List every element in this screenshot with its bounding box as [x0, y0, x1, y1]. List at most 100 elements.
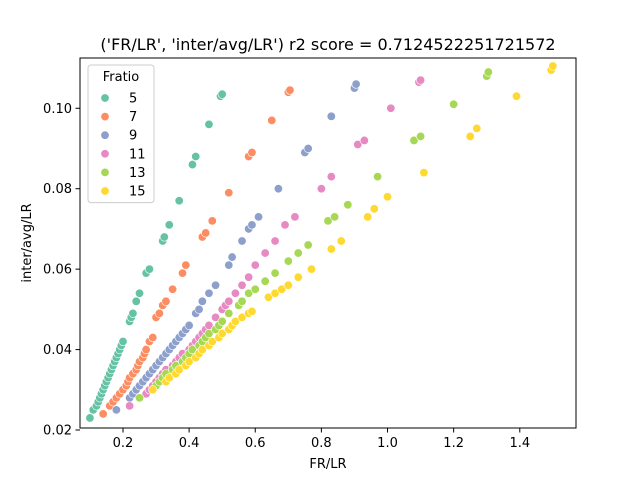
data-point-fratio-15-22 — [277, 284, 287, 294]
data-point-fratio-15-27 — [336, 236, 346, 246]
data-point-fratio-5-22 — [131, 296, 141, 306]
plot-frame — [79, 57, 577, 429]
data-point-fratio-13-36 — [483, 67, 493, 77]
legend-label-9: 9 — [129, 129, 137, 144]
x-axis: 0.2 0.4 0.6 0.8 1.0 1.2 1.4 — [113, 428, 530, 451]
data-point-fratio-11-27 — [260, 248, 270, 258]
data-point-fratio-9-33 — [303, 143, 313, 153]
y-tick-label: 0.06 — [43, 263, 72, 278]
data-point-fratio-11-24 — [237, 280, 247, 290]
data-point-fratio-9-21 — [194, 304, 204, 314]
data-point-fratio-5-34 — [217, 89, 227, 99]
x-tick-label: 1.0 — [377, 436, 398, 451]
chart-title: ('FR/LR', 'inter/avg/LR') r2 score = 0.7… — [100, 35, 555, 54]
legend-marker-5 — [100, 93, 110, 103]
data-point-fratio-15-20 — [263, 292, 273, 302]
legend: Fratio 5 7 9 11 13 15 — [87, 64, 155, 204]
data-point-fratio-13-32 — [409, 135, 419, 145]
legend-marker-11 — [100, 149, 110, 159]
data-point-fratio-7-26 — [201, 228, 211, 238]
data-point-fratio-5-28 — [164, 220, 174, 230]
data-point-fratio-13-29 — [330, 212, 340, 222]
data-point-fratio-15-0 — [148, 385, 158, 395]
data-point-fratio-15-23 — [283, 280, 293, 290]
data-point-fratio-11-23 — [230, 288, 240, 298]
data-point-fratio-11-31 — [316, 184, 326, 194]
x-tick-label: 0.2 — [113, 436, 134, 451]
data-point-fratio-15-16 — [230, 316, 240, 326]
data-point-fratio-13-25 — [283, 256, 293, 266]
data-point-fratio-15-30 — [383, 192, 393, 202]
legend-label-13: 13 — [129, 166, 146, 181]
data-point-fratio-15-31 — [419, 168, 429, 178]
data-point-fratio-11-37 — [416, 75, 426, 85]
data-point-fratio-13-10 — [187, 345, 197, 355]
data-point-fratio-5-29 — [174, 196, 184, 206]
data-point-fratio-11-25 — [244, 272, 254, 282]
legend-title: Fratio — [103, 70, 140, 85]
y-tick-label: 0.02 — [43, 424, 72, 439]
data-point-fratio-13-18 — [224, 308, 234, 318]
legend-label-5: 5 — [129, 92, 137, 107]
data-point-fratio-9-23 — [204, 288, 214, 298]
data-point-fratio-7-24 — [181, 260, 191, 270]
legend-label-7: 7 — [129, 110, 137, 125]
data-point-fratio-15-2 — [164, 373, 174, 383]
legend-box — [87, 64, 155, 204]
data-point-fratio-5-30 — [187, 160, 197, 170]
data-point-fratio-13-21 — [244, 288, 254, 298]
data-point-fratio-9-24 — [211, 280, 221, 290]
data-point-fratio-7-17 — [148, 333, 158, 343]
data-point-fratio-15-19 — [247, 306, 257, 316]
data-point-fratio-9-29 — [247, 220, 257, 230]
data-point-fratio-9-19 — [184, 320, 194, 330]
data-point-fratio-7-30 — [247, 148, 257, 158]
data-point-fratio-9-31 — [273, 184, 283, 194]
data-point-fratio-15-34 — [511, 91, 521, 101]
data-point-fratio-13-22 — [250, 284, 260, 294]
data-point-fratio-13-23 — [260, 276, 270, 286]
data-point-fratio-9-25 — [224, 260, 234, 270]
data-point-fratio-13-30 — [343, 200, 353, 210]
data-point-fratio-11-30 — [290, 212, 300, 222]
data-point-fratio-11-19 — [211, 312, 221, 322]
data-point-fratio-7-22 — [168, 284, 178, 294]
data-point-fratio-7-23 — [178, 268, 188, 278]
data-point-fratio-9-0 — [111, 405, 121, 415]
data-point-fratio-5-27 — [159, 232, 169, 242]
data-point-fratio-11-29 — [280, 220, 290, 230]
data-point-fratio-9-26 — [227, 252, 237, 262]
data-point-fratio-13-27 — [303, 240, 313, 250]
data-point-fratio-11-22 — [224, 296, 234, 306]
x-tick-label: 0.4 — [179, 436, 200, 451]
y-tick-label: 0.04 — [43, 343, 72, 358]
data-point-fratio-15-25 — [306, 264, 316, 274]
data-point-fratio-7-19 — [154, 308, 164, 318]
x-axis-label: FR/LR — [309, 457, 346, 472]
data-point-fratio-13-26 — [293, 248, 303, 258]
data-point-fratio-15-33 — [472, 123, 482, 133]
data-point-fratio-15-9 — [197, 345, 207, 355]
data-point-fratio-7-0 — [98, 409, 108, 419]
legend-marker-9 — [100, 130, 110, 140]
data-point-fratio-11-28 — [270, 236, 280, 246]
data-point-fratio-5-25 — [144, 264, 154, 274]
x-tick-label: 1.4 — [509, 436, 530, 451]
data-point-fratio-7-28 — [224, 188, 234, 198]
data-point-fratio-5-0 — [85, 413, 95, 423]
data-point-fratio-13-34 — [449, 99, 459, 109]
x-tick-label: 0.6 — [245, 436, 266, 451]
data-point-fratio-15-11 — [207, 337, 217, 347]
x-tick-label: 1.2 — [443, 436, 464, 451]
data-point-fratio-7-33 — [285, 85, 295, 95]
data-point-fratio-5-21 — [128, 308, 138, 318]
data-point-fratio-13-24 — [270, 268, 280, 278]
data-point-fratio-7-31 — [267, 115, 277, 125]
y-axis-label: inter/avg/LR — [20, 203, 35, 282]
data-point-fratio-15-24 — [293, 272, 303, 282]
data-point-fratio-15-26 — [326, 244, 336, 254]
data-point-fratio-11-26 — [250, 260, 260, 270]
data-point-fratio-5-18 — [118, 337, 128, 347]
y-axis: 0.02 0.04 0.06 0.08 0.10 — [43, 102, 80, 439]
